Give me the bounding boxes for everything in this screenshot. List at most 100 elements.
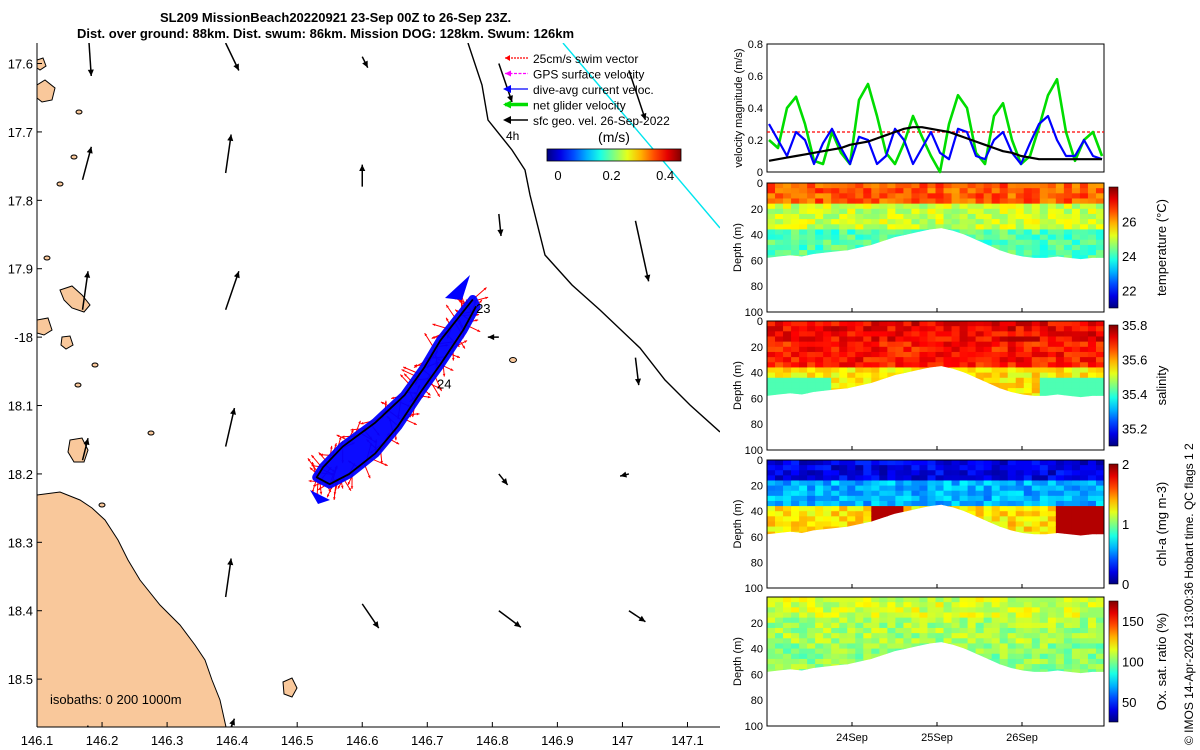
profile-cell	[943, 188, 953, 194]
profile-cell	[1071, 198, 1081, 205]
profile-cell	[895, 367, 904, 374]
profile-cell	[991, 341, 1001, 348]
profile-cell	[887, 224, 896, 230]
profile-cell	[951, 633, 961, 639]
profile-cell	[847, 234, 856, 241]
profile-cell	[775, 336, 784, 343]
profile-cell	[1015, 460, 1025, 466]
profile-cell	[791, 470, 800, 476]
islet-shape	[74, 382, 82, 388]
swim-vector-head	[446, 317, 449, 321]
profile-cell	[879, 465, 888, 471]
profile-cell	[831, 188, 840, 194]
profile-cell	[1031, 638, 1041, 644]
profile-cell	[1055, 490, 1065, 497]
profile-cell	[847, 224, 856, 230]
profile-cell	[783, 465, 792, 471]
profile-cell	[855, 602, 864, 608]
profile-cell	[895, 500, 904, 507]
profile-cell	[839, 460, 848, 466]
profile-cell	[1055, 617, 1065, 624]
profile-cell	[823, 346, 832, 353]
profile-cell	[871, 648, 880, 655]
profile-cell	[919, 622, 928, 629]
profile-cell	[1079, 597, 1089, 603]
profile-cell	[1039, 460, 1049, 466]
profile-colorbar-tick-label: 50	[1122, 695, 1136, 710]
profile-cell	[1023, 213, 1033, 220]
profile-cell	[847, 658, 856, 665]
profile-colorbar-tick-label: 1	[1122, 517, 1129, 532]
profile-cell	[791, 351, 800, 358]
profile-cell	[951, 465, 961, 471]
profile-cell	[1087, 388, 1097, 394]
profile-cell	[1087, 193, 1097, 199]
sfc-geo-arrow-head	[359, 164, 366, 171]
islet-shape	[509, 357, 517, 363]
profile-cell	[831, 341, 840, 348]
profile-cell	[831, 480, 840, 487]
profile-cell	[799, 250, 808, 256]
profile-cell	[1071, 326, 1081, 332]
profile-cell	[847, 602, 856, 608]
profile-cell	[983, 470, 993, 476]
profile-cell	[1015, 367, 1025, 374]
profile-cell	[767, 388, 776, 394]
profile-cell	[911, 495, 920, 502]
profile-cell	[935, 495, 945, 502]
profile-cell	[855, 633, 864, 639]
swim-vector-head	[477, 329, 481, 332]
profile-cell	[847, 188, 856, 194]
profile-cell	[791, 664, 800, 670]
profile-cell	[1015, 597, 1025, 603]
profile-cell	[975, 475, 985, 481]
profile-cell	[1039, 229, 1049, 236]
map-y-tick-label: 18.3	[8, 535, 33, 550]
profile-cell	[951, 351, 961, 358]
profile-cell	[1063, 367, 1073, 374]
profile-cell	[1031, 388, 1041, 394]
profile-cell	[807, 224, 816, 230]
profile-cell	[831, 638, 840, 644]
profile-cell	[943, 638, 953, 644]
profile-cell	[1015, 188, 1025, 194]
profile-cell	[1039, 239, 1049, 246]
profile-cell	[927, 183, 936, 189]
profile-cell	[1095, 239, 1104, 246]
profile-cell	[991, 607, 1001, 613]
profile-cell	[1015, 470, 1025, 476]
map-x-tick-label: 146.2	[86, 733, 119, 748]
profile-cell	[895, 490, 904, 497]
profile-colorbar-tick-label: 24	[1122, 249, 1136, 264]
profile-cell	[815, 208, 824, 215]
profile-cell	[919, 183, 928, 189]
profile-cell	[871, 357, 880, 363]
profile-cell	[855, 341, 864, 348]
profile-cell	[1007, 658, 1017, 665]
profile-cell	[1087, 485, 1097, 492]
profile-cell	[871, 460, 880, 466]
profile-cell	[839, 219, 848, 225]
profile-cell	[1007, 495, 1017, 502]
profile-cell	[839, 490, 848, 497]
profile-cell	[1095, 244, 1104, 251]
profile-cell	[823, 602, 832, 608]
profile-cell	[1087, 331, 1097, 337]
profile-cell	[1079, 362, 1089, 368]
profile-cell	[1055, 213, 1065, 220]
legend-swatch-head	[503, 116, 511, 124]
profile-cell	[895, 341, 904, 348]
profile-cell	[783, 511, 792, 517]
profile-y-tick-label: 0	[757, 178, 763, 190]
profile-cell	[975, 643, 985, 650]
profile-cell	[775, 198, 784, 205]
profile-cell	[839, 346, 848, 353]
profile-cell	[1071, 638, 1081, 644]
profile-cell	[1071, 460, 1081, 466]
profile-cell	[887, 597, 896, 603]
profile-cell	[831, 377, 840, 384]
profile-cell	[959, 470, 969, 476]
profile-cell	[815, 485, 824, 492]
profile-y-label: Depth (m)	[732, 361, 744, 410]
profile-cell	[1055, 485, 1065, 492]
